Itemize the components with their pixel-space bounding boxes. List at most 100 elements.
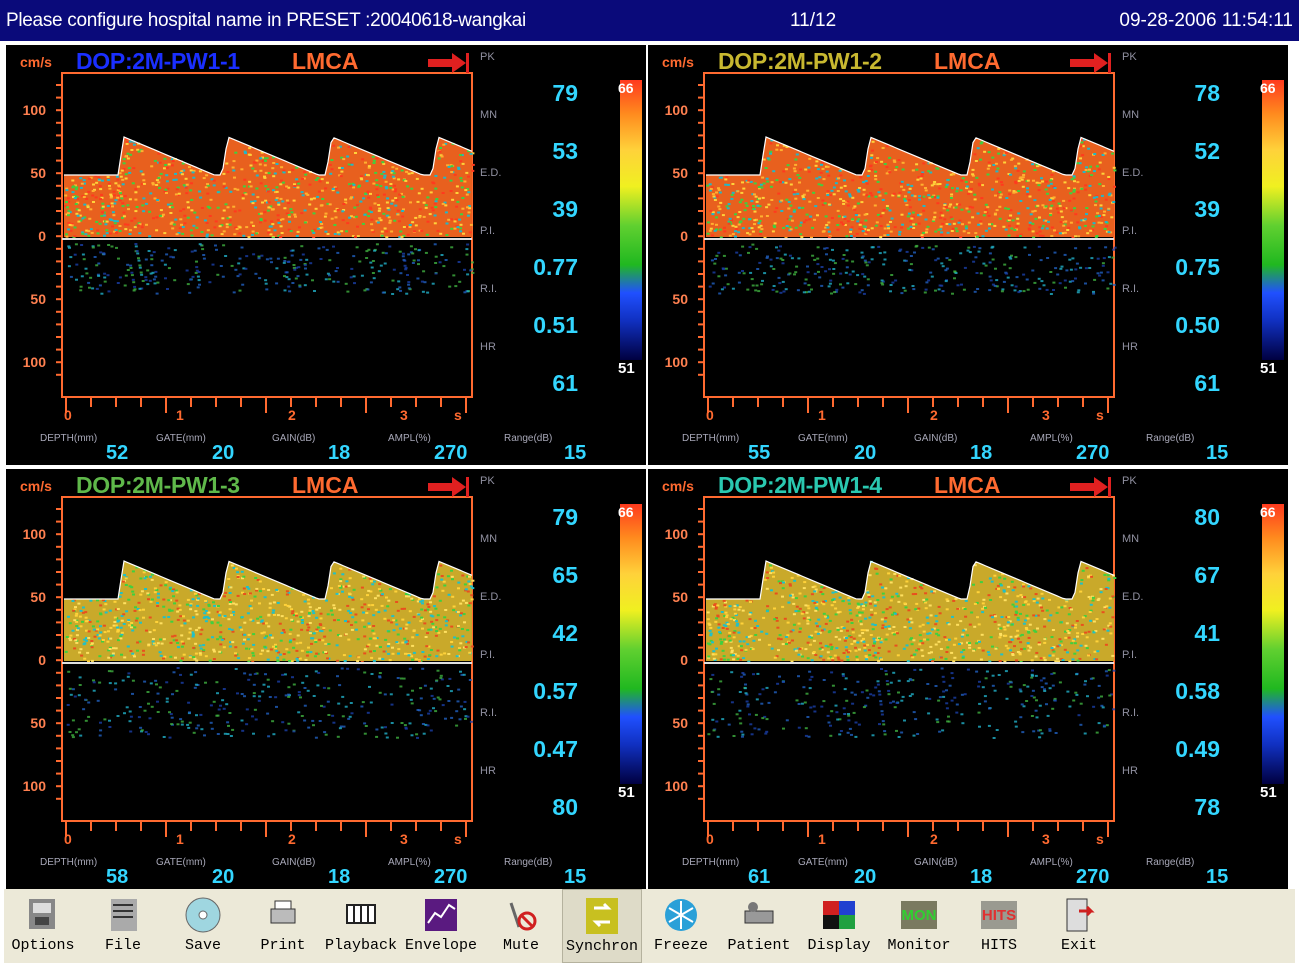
param-label-hr: HR <box>480 765 496 777</box>
param-value-5: 78 <box>1194 794 1220 820</box>
setting-value-gain[interactable]: 18 <box>328 866 351 888</box>
mute-button[interactable]: Mute <box>482 889 560 963</box>
channel-name[interactable]: DOP:2M-PW1-3 <box>76 472 240 498</box>
setting-value-depth[interactable]: 58 <box>106 866 129 888</box>
print-button[interactable]: Print <box>244 889 322 963</box>
param-value-0: 78 <box>1194 80 1220 106</box>
color-scale-bar <box>1262 80 1284 360</box>
page-indicator: 11/12 <box>790 10 837 31</box>
param-value-0: 80 <box>1194 504 1220 530</box>
x-tick-label: s <box>454 831 462 847</box>
x-tick-label: 3 <box>400 831 408 847</box>
doppler-panel-4[interactable]: cm/s DOP:2M-PW1-4 LMCA 100 50 0 50 100 PK 80 MN 67 E… <box>648 469 1288 889</box>
setting-value-ampl[interactable]: 270 <box>434 442 468 464</box>
setting-label-ampl: AMPL(%) <box>1030 857 1073 868</box>
toolbar-button-label: Display <box>807 937 871 954</box>
doppler-panel-3[interactable]: cm/s DOP:2M-PW1-3 LMCA 100 50 0 50 100 PK 79 MN 65 E… <box>6 469 646 889</box>
setting-value-depth[interactable]: 61 <box>748 866 771 888</box>
setting-value-range[interactable]: 15 <box>1206 866 1229 888</box>
x-tick-label: 3 <box>1042 407 1050 423</box>
param-value-2: 39 <box>1194 196 1220 222</box>
toolbar-button-label: Save <box>184 937 221 954</box>
setting-value-gate[interactable]: 20 <box>854 866 877 888</box>
setting-value-range[interactable]: 15 <box>1206 442 1229 464</box>
param-value-0: 79 <box>552 80 578 106</box>
toolbar-button-label: Options <box>11 937 75 954</box>
param-label-ri: R.I. <box>1122 283 1140 295</box>
monitor-button[interactable]: MON Monitor <box>880 889 958 963</box>
exit-door-icon <box>1057 893 1101 937</box>
x-tick-label: 2 <box>930 831 938 847</box>
exit-button[interactable]: Exit <box>1040 889 1118 963</box>
x-tick-label: 0 <box>706 407 714 423</box>
toolbar-button-label: File <box>104 937 141 954</box>
y-tick-label: 100 <box>664 526 688 542</box>
param-value-2: 42 <box>552 620 578 646</box>
velocity-unit-label: cm/s <box>662 54 694 70</box>
x-tick-label: s <box>454 407 462 423</box>
param-label-ri: R.I. <box>480 707 498 719</box>
setting-value-gate[interactable]: 20 <box>212 866 235 888</box>
file-button[interactable]: File <box>84 889 162 963</box>
options-button[interactable]: Options <box>4 889 82 963</box>
setting-value-depth[interactable]: 55 <box>748 442 771 464</box>
envelope-button[interactable]: Envelope <box>402 889 480 963</box>
patient-button[interactable]: Patient <box>720 889 798 963</box>
channel-name[interactable]: DOP:2M-PW1-4 <box>718 472 882 498</box>
param-label-ed: E.D. <box>1122 167 1144 179</box>
hits-button[interactable]: HITS HITS <box>960 889 1038 963</box>
setting-value-gain[interactable]: 18 <box>328 442 351 464</box>
synchron-button[interactable]: Synchron <box>562 889 642 963</box>
flow-direction-arrow-icon[interactable] <box>1068 53 1112 73</box>
setting-value-range[interactable]: 15 <box>564 442 587 464</box>
y-tick-label: 50 <box>30 589 46 605</box>
freeze-button[interactable]: Freeze <box>642 889 720 963</box>
spectrum-display <box>56 496 475 837</box>
setting-value-depth[interactable]: 52 <box>106 442 129 464</box>
channel-name[interactable]: DOP:2M-PW1-1 <box>76 48 240 74</box>
playback-button[interactable]: Playback <box>322 889 400 963</box>
doppler-panel-1[interactable]: cm/s DOP:2M-PW1-1 LMCA 100 50 0 50 100 PK 79 MN 53 E… <box>6 45 646 465</box>
channel-name[interactable]: DOP:2M-PW1-2 <box>718 48 882 74</box>
param-label-pi: P.I. <box>1122 225 1138 237</box>
flow-direction-arrow-icon[interactable] <box>426 477 470 497</box>
setting-value-gate[interactable]: 20 <box>854 442 877 464</box>
param-value-3: 0.57 <box>533 678 578 704</box>
setting-value-ampl[interactable]: 270 <box>434 866 468 888</box>
save-button[interactable]: Save <box>164 889 242 963</box>
color-scale-bar <box>620 504 642 784</box>
flow-direction-arrow-icon[interactable] <box>1068 477 1112 497</box>
setting-value-ampl[interactable]: 270 <box>1076 442 1110 464</box>
x-tick-label: 3 <box>1042 831 1050 847</box>
param-label-hr: HR <box>480 341 496 353</box>
color-scale-max: 66 <box>618 80 634 96</box>
display-button[interactable]: Display <box>800 889 878 963</box>
envelope-icon <box>419 893 463 937</box>
x-tick-label: 0 <box>64 831 72 847</box>
doppler-panel-2[interactable]: cm/s DOP:2M-PW1-2 LMCA 100 50 0 50 100 PK 78 MN 52 E… <box>648 45 1288 465</box>
y-tick-label: 100 <box>664 778 688 794</box>
velocity-unit-label: cm/s <box>20 54 52 70</box>
color-scale-max: 66 <box>618 504 634 520</box>
param-value-1: 53 <box>552 138 578 164</box>
param-label-pk: PK <box>1122 51 1137 63</box>
vessel-name[interactable]: LMCA <box>934 48 1001 74</box>
setting-value-gain[interactable]: 18 <box>970 866 993 888</box>
vessel-name[interactable]: LMCA <box>934 472 1001 498</box>
setting-value-ampl[interactable]: 270 <box>1076 866 1110 888</box>
flow-direction-arrow-icon[interactable] <box>426 53 470 73</box>
setting-label-depth: DEPTH(mm) <box>682 857 740 868</box>
velocity-unit-label: cm/s <box>662 478 694 494</box>
toolbar-button-label: Print <box>260 937 306 954</box>
param-label-pk: PK <box>480 475 495 487</box>
max-velocity-envelope <box>706 136 1115 176</box>
printer-icon <box>261 893 305 937</box>
datetime-label: 09-28-2006 11:54:11 <box>1119 10 1293 31</box>
setting-value-gate[interactable]: 20 <box>212 442 235 464</box>
param-value-1: 67 <box>1194 562 1220 588</box>
setting-label-ampl: AMPL(%) <box>1030 433 1073 444</box>
setting-value-range[interactable]: 15 <box>564 866 587 888</box>
vessel-name[interactable]: LMCA <box>292 48 359 74</box>
setting-value-gain[interactable]: 18 <box>970 442 993 464</box>
vessel-name[interactable]: LMCA <box>292 472 359 498</box>
